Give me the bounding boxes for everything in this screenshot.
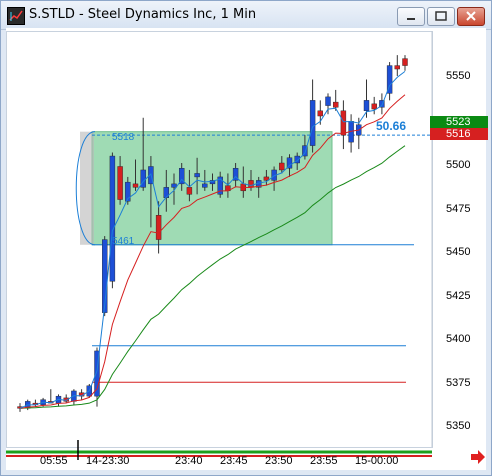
x-tick-label: 14-23:30	[86, 455, 130, 467]
minimize-button[interactable]	[397, 7, 425, 26]
candle-body	[163, 187, 170, 199]
candle-body	[232, 168, 239, 181]
candle-body	[325, 96, 331, 106]
candle-body	[379, 100, 385, 108]
candle-body	[363, 100, 370, 112]
ma-fast-line	[19, 71, 406, 409]
candle-body	[125, 181, 131, 202]
minimize-icon	[407, 18, 415, 20]
ma-slow-line	[19, 145, 406, 409]
range-box-shadow	[80, 131, 94, 245]
range-box-ellipse	[75, 131, 96, 246]
chart-area[interactable]	[6, 28, 486, 470]
candle-body	[371, 103, 377, 110]
y-tick-label: 5425	[446, 290, 471, 302]
window-title: S.STLD - Steel Dynamics Inc, 1 Min	[29, 7, 257, 22]
last-price-badge: 5523	[430, 116, 488, 128]
x-tick-label: 15-00:00	[355, 455, 399, 467]
y-tick-label: 5550	[446, 70, 471, 82]
box-bottom-label: 5461	[112, 236, 135, 247]
candle-body	[178, 168, 185, 185]
candle-body	[248, 180, 254, 188]
candle-body	[155, 214, 162, 240]
candle-body	[194, 173, 200, 178]
candle-body	[171, 183, 177, 188]
candle-body	[279, 162, 285, 171]
candle-body	[117, 166, 123, 200]
candle-body	[132, 183, 139, 188]
x-tick-label: 23:50	[265, 455, 293, 467]
scroll-right-button[interactable]	[468, 448, 488, 466]
candle-body	[386, 65, 393, 94]
maximize-button[interactable]	[427, 7, 455, 26]
candle-body	[263, 176, 270, 181]
candle-body	[101, 239, 108, 313]
x-tick-label: 05:55	[40, 455, 68, 467]
y-tick-label: 5450	[446, 246, 471, 258]
maximize-icon	[435, 11, 447, 21]
current-price-badge: 5516	[430, 128, 488, 140]
range-value-label: 50.66	[376, 119, 407, 133]
close-button[interactable]	[457, 7, 485, 26]
candle-body	[217, 176, 223, 195]
candle-body	[340, 110, 347, 136]
candle-body	[309, 100, 316, 146]
candle-body	[302, 145, 308, 157]
price-chart[interactable]	[6, 28, 486, 470]
y-tick-label: 5375	[446, 377, 471, 389]
candle-body	[109, 155, 116, 282]
y-tick-label: 5475	[446, 203, 471, 215]
chart-app-icon	[7, 7, 25, 25]
y-tick-label: 5400	[446, 333, 471, 345]
candle-body	[317, 110, 323, 117]
title-bar[interactable]: S.STLD - Steel Dynamics Inc, 1 Min	[1, 1, 491, 30]
x-tick-label: 23:55	[310, 455, 338, 467]
candle-body	[94, 350, 100, 397]
x-tick-label: 23:40	[175, 455, 203, 467]
close-icon	[466, 11, 476, 21]
x-tick-label: 23:45	[220, 455, 248, 467]
candle-body	[333, 101, 339, 108]
candle-body	[402, 58, 408, 66]
candle-body	[209, 180, 216, 185]
ma-mid-line	[19, 94, 406, 409]
candle-body	[294, 155, 300, 164]
box-top-label: 5518	[112, 132, 135, 143]
candle-body	[186, 187, 193, 195]
candle-body	[394, 65, 400, 70]
candle-body	[286, 157, 293, 169]
arrow-right-icon	[471, 450, 485, 464]
y-tick-label: 5500	[446, 159, 471, 171]
candle-body	[202, 183, 208, 188]
y-tick-label: 5350	[446, 420, 471, 432]
